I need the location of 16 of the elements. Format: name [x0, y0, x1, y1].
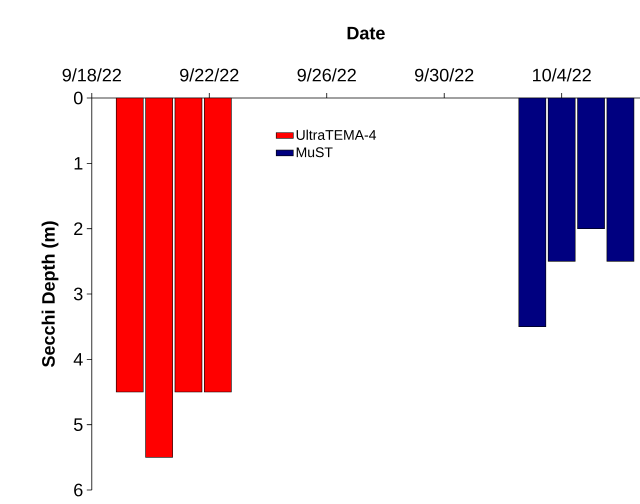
- y-tick-label: 2: [74, 222, 82, 235]
- x-tick-label: 9/18/22: [62, 68, 121, 82]
- y-tick-label: 3: [74, 288, 82, 300]
- legend-label: UltraTEMA-4: [296, 130, 376, 140]
- y-tick-label: 1: [74, 157, 82, 170]
- x-axis-title: Date: [348, 26, 385, 40]
- y-axis-title: Secchi Depth (m): [42, 221, 58, 367]
- y-tick-label: 4: [74, 353, 83, 366]
- y-tick-label: 0: [74, 92, 83, 104]
- y-tick-label: 6: [74, 484, 82, 496]
- x-tick-label: 9/22/22: [180, 68, 238, 82]
- y-tick-label: 5: [74, 418, 83, 431]
- x-tick-label: 9/26/22: [298, 68, 356, 82]
- x-tick-label: 10/4/22: [533, 68, 591, 82]
- legend-label: MuST: [296, 147, 333, 158]
- x-tick-label: 9/30/22: [415, 68, 474, 82]
